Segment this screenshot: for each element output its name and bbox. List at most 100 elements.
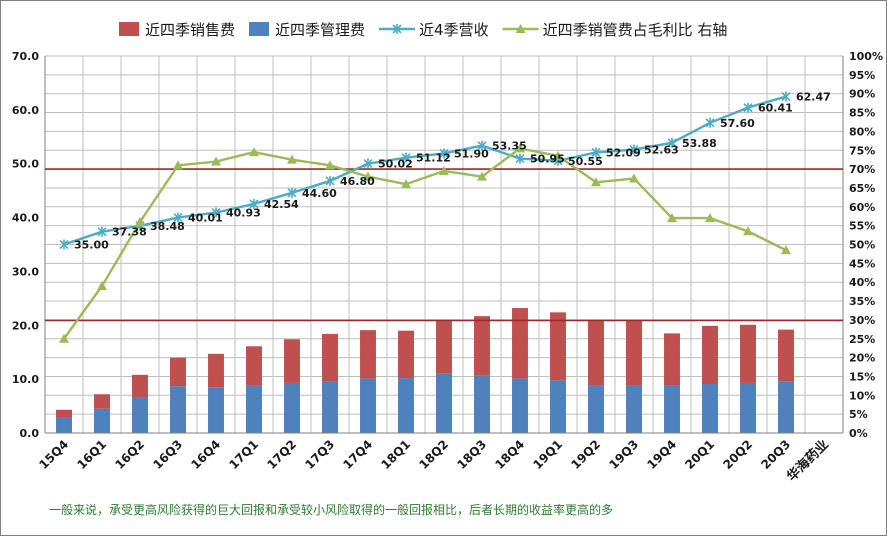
revenue-marker <box>59 239 69 250</box>
revenue-data-label: 57.60 <box>720 117 755 130</box>
bar-mgmt-fee <box>550 380 566 433</box>
legend-item: 近4季营收 <box>379 21 489 39</box>
bar-sales-fee <box>284 339 300 383</box>
x-tick-label: 17Q2 <box>264 437 299 472</box>
x-axis: 15Q4 16Q1 16Q2 16Q3 16Q4 17Q1 17Q2 17Q3 17Q4 18Q1… <box>36 432 843 472</box>
ratio-marker <box>629 173 639 183</box>
ratio-marker <box>287 154 297 164</box>
ratio-marker <box>705 213 715 223</box>
ratio-marker <box>781 245 791 255</box>
ratio-marker <box>401 179 411 189</box>
x-tick-label: 17Q4 <box>340 437 375 472</box>
bar-sales-fee <box>740 324 756 383</box>
bar-mgmt-fee <box>702 383 718 433</box>
revenue-data-label: 38.48 <box>150 220 185 233</box>
revenue-marker <box>629 144 639 155</box>
revenue-data-label: 40.93 <box>226 207 261 220</box>
x-tick-label: 19Q2 <box>568 437 603 472</box>
revenue-data-label: 50.02 <box>378 158 413 171</box>
y-right-tick-label: 60% <box>849 201 875 214</box>
y-left-tick-label: 20.0 <box>12 319 39 332</box>
bar-mgmt-fee <box>94 408 110 433</box>
bar-sales-fee <box>170 357 186 387</box>
revenue-data-label: 35.00 <box>74 239 109 252</box>
legend-label: 近四季销售费 <box>145 21 235 39</box>
x-tick-label: 18Q2 <box>416 437 451 472</box>
bar-mgmt-fee <box>740 382 756 433</box>
revenue-marker <box>97 226 107 237</box>
bar-sales-fee <box>360 330 376 379</box>
bar-mgmt-fee <box>778 381 794 433</box>
line-series <box>59 91 791 343</box>
bar-mgmt-fee <box>208 387 224 433</box>
x-tick-label: 19Q1 <box>530 437 565 472</box>
bar-mgmt-fee <box>132 397 148 433</box>
legend-item: 近四季管理费 <box>249 21 365 39</box>
bar-sales-fee <box>626 320 642 386</box>
y-right-tick-label: 10% <box>849 389 875 402</box>
revenue-marker <box>439 148 449 159</box>
y-left-tick-label: 70.0 <box>12 50 39 63</box>
legend-marker <box>515 24 526 33</box>
revenue-data-label: 51.90 <box>454 147 489 160</box>
x-tick-label: 20Q3 <box>758 437 793 472</box>
revenue-data-label: 53.35 <box>492 140 527 153</box>
y-left-tick-label: 10.0 <box>12 373 39 386</box>
ratio-marker <box>211 156 221 166</box>
y-right-tick-label: 0% <box>849 427 868 440</box>
x-tick-label: 18Q4 <box>492 437 527 472</box>
x-tick-label: 20Q2 <box>720 437 755 472</box>
bar-mgmt-fee <box>360 378 376 433</box>
y-right-tick-label: 25% <box>849 333 875 346</box>
revenue-marker <box>401 152 411 163</box>
revenue-data-label: 53.88 <box>682 137 717 150</box>
y-right-tick-label: 5% <box>849 408 868 421</box>
x-tick-label: 19Q3 <box>606 437 641 472</box>
revenue-data-label: 44.60 <box>302 187 337 200</box>
x-tick-label: 20Q1 <box>682 437 717 472</box>
bar-sales-fee <box>322 333 338 382</box>
bar-series <box>56 308 794 433</box>
y-right-tick-label: 35% <box>849 295 875 308</box>
y-right-tick-label: 65% <box>849 182 875 195</box>
bar-sales-fee <box>512 308 528 379</box>
bar-sales-fee <box>778 329 794 382</box>
revenue-marker <box>363 158 373 169</box>
revenue-marker <box>287 187 297 198</box>
y-right-tick-label: 85% <box>849 107 875 120</box>
revenue-marker <box>591 147 601 158</box>
bar-sales-fee <box>398 330 414 379</box>
y-right-tick-label: 100% <box>849 50 883 63</box>
legend-swatch <box>119 22 139 36</box>
revenue-marker <box>211 207 221 218</box>
revenue-data-label: 62.47 <box>796 91 831 104</box>
bar-mgmt-fee <box>170 386 186 433</box>
bar-sales-fee <box>664 333 680 386</box>
revenue-data-label: 51.12 <box>416 152 451 165</box>
bar-mgmt-fee <box>474 375 490 433</box>
bar-sales-fee <box>588 319 604 386</box>
bar-sales-fee <box>132 374 148 398</box>
ratio-marker <box>515 143 525 153</box>
bar-mgmt-fee <box>246 385 262 433</box>
ratio-line <box>63 147 787 340</box>
x-tick-label: 16Q3 <box>150 437 185 472</box>
y-left-tick-label: 0.0 <box>20 427 40 440</box>
revenue-marker <box>173 212 183 223</box>
bar-mgmt-fee <box>56 417 72 433</box>
revenue-marker <box>325 175 335 186</box>
y-right-tick-label: 95% <box>849 69 875 82</box>
bar-sales-fee <box>474 316 490 376</box>
ratio-marker <box>553 150 563 160</box>
y-right-tick-label: 20% <box>849 352 875 365</box>
x-tick-label: 15Q4 <box>36 437 71 472</box>
y-right-tick-label: 90% <box>849 88 875 101</box>
bar-mgmt-fee <box>588 385 604 433</box>
bar-mgmt-fee <box>664 385 680 433</box>
y-axis-left: 0.0 10.0 20.0 30.0 40.0 50.0 60.0 70.0 <box>12 50 46 440</box>
ratio-marker <box>173 160 183 170</box>
bar-sales-fee <box>94 394 110 409</box>
x-tick-label: 16Q4 <box>188 437 223 472</box>
y-right-tick-label: 55% <box>849 220 875 233</box>
